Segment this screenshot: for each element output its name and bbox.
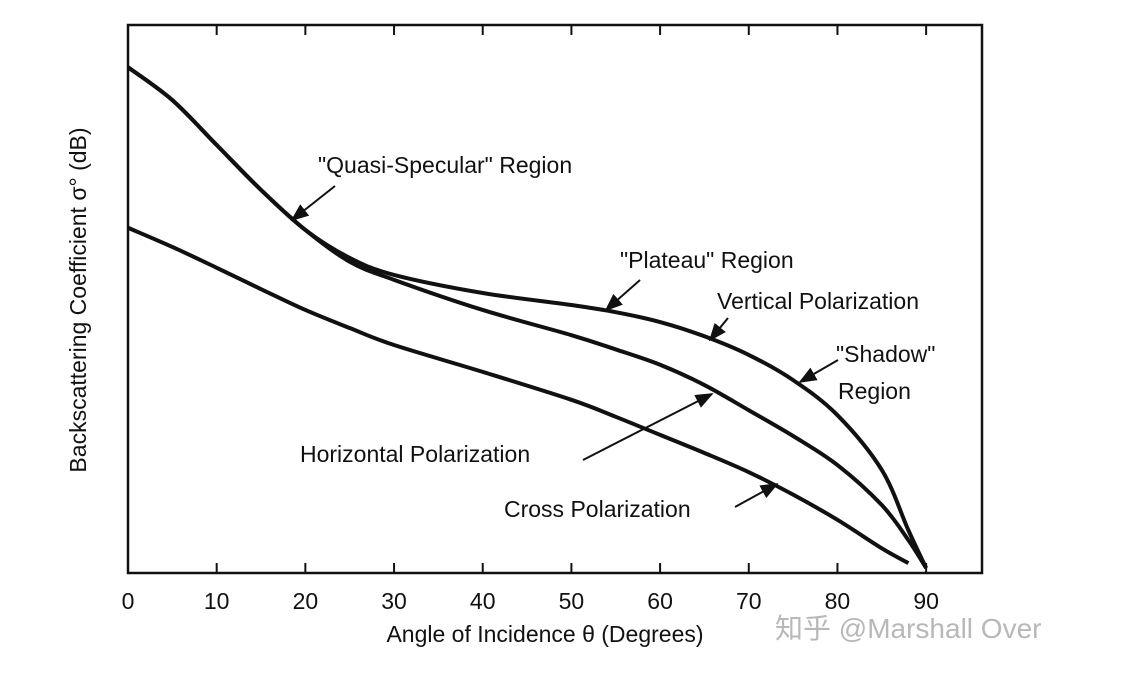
legend-label: Cross Polarization [504, 496, 691, 522]
annotation-arrow [798, 359, 839, 383]
annotation: "Shadow" [836, 341, 935, 367]
x-tick-label: 90 [913, 588, 939, 614]
series-line [126, 65, 928, 569]
x-tick-label: 50 [559, 588, 585, 614]
annotation-arrow [734, 483, 779, 508]
x-tick-label: 0 [122, 588, 135, 614]
series-line [126, 65, 928, 570]
y-axis-label: Backscattering Coefficient σ° (dB) [65, 127, 91, 472]
legend-label: Vertical Polarization [717, 288, 919, 314]
annotation-arrow [708, 317, 729, 342]
series-line [127, 225, 910, 565]
x-tick-label: 10 [204, 588, 230, 614]
annotation: "Plateau" Region [620, 247, 794, 273]
watermark: 知乎 @Marshall Over [775, 613, 1041, 644]
plot-frame [126, 23, 984, 575]
x-tick-label: 70 [736, 588, 762, 614]
annotation: "Quasi-Specular" Region [318, 152, 572, 178]
x-tick-label: 80 [825, 588, 851, 614]
x-tick-label: 40 [470, 588, 496, 614]
x-tick-label: 60 [647, 588, 673, 614]
annotation-arrow [582, 393, 714, 461]
annotation-arrow [290, 185, 336, 222]
x-tick-label: 20 [293, 588, 319, 614]
x-tick-label: 30 [381, 588, 407, 614]
legend-label: Horizontal Polarization [300, 441, 530, 467]
x-axis-label: Angle of Incidence θ (Degrees) [386, 621, 703, 647]
annotation-arrow [604, 279, 641, 312]
annotation: Region [838, 378, 911, 404]
